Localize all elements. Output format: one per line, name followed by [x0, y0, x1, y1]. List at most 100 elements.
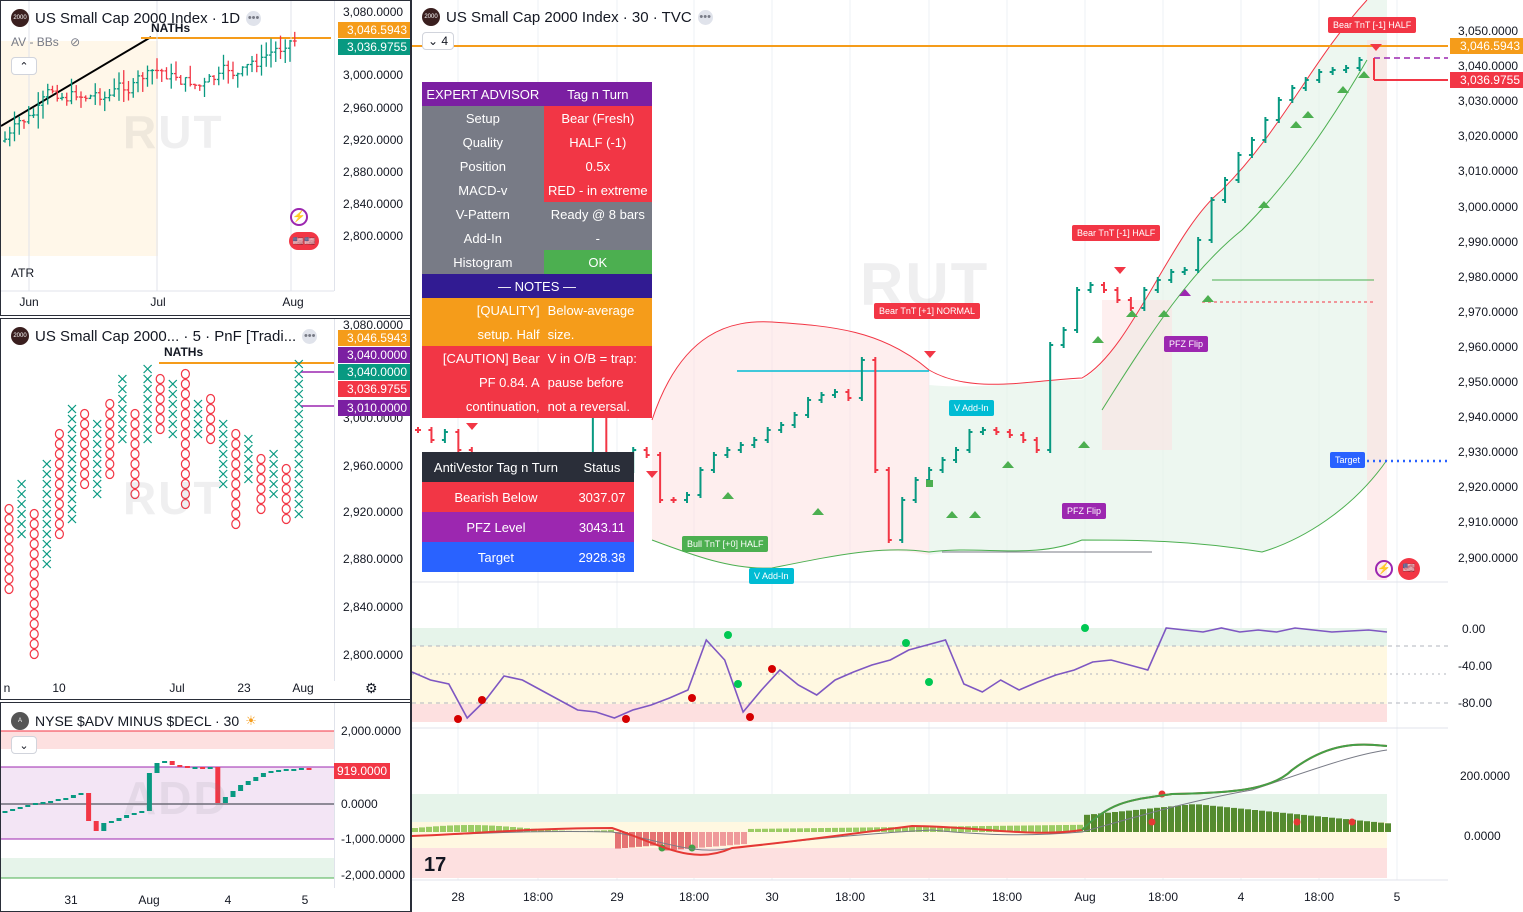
histogram-bar — [622, 832, 628, 848]
pnf-x-box — [168, 379, 178, 389]
pnf-x-box — [42, 549, 52, 559]
more-options-icon[interactable]: ••• — [697, 9, 713, 25]
chevron-down-icon: ⌄ — [427, 34, 439, 48]
collapse-indicators-button[interactable]: ⌃ — [11, 57, 37, 75]
pnf-x-box — [42, 519, 52, 529]
pnf-x-box — [143, 414, 153, 424]
ea-note-left: continuation, — [422, 394, 544, 418]
ea-note-right: not a reversal. — [543, 394, 652, 418]
pnf-x-box — [168, 419, 178, 429]
pnf-o-box — [105, 438, 115, 450]
pnf-o-box — [130, 448, 140, 460]
histogram-bar — [1105, 812, 1111, 832]
pnf-x-box — [17, 489, 27, 499]
alert-icon[interactable]: ⚡ — [290, 208, 308, 226]
add-candles — [2, 761, 312, 831]
pnf-o-box — [4, 583, 14, 595]
indicators-collapse-button[interactable]: ⌄ 4 — [422, 32, 454, 50]
add-candle — [306, 768, 312, 770]
daily-y-label: 2,800.0000 — [343, 229, 404, 243]
pnf-o-box — [4, 573, 14, 585]
pnf-o-box — [231, 518, 241, 530]
pnf-o-box — [54, 448, 65, 460]
histogram-bar — [790, 828, 796, 832]
histogram-bar — [419, 827, 425, 832]
histogram-bar — [412, 828, 418, 832]
settings-gear-icon[interactable]: ⚙ — [365, 680, 378, 696]
add-candle — [55, 799, 61, 801]
daily-chart-pane[interactable]: 2000 US Small Cap 2000 Index · 1D ••• AV… — [0, 0, 411, 316]
pnf-o-box — [54, 468, 65, 480]
flag-icon[interactable]: 🇺🇸 — [1398, 558, 1420, 580]
v-addin-marker[interactable]: V Add-In — [949, 400, 994, 416]
pnf-o-box — [79, 478, 90, 490]
pnf-o-box — [29, 578, 39, 590]
pnf-x-box — [92, 459, 102, 469]
pnf-x-box — [218, 449, 228, 459]
eye-hidden-icon[interactable]: ⊘ — [70, 35, 81, 49]
histogram-bar — [804, 828, 810, 832]
pnf-o-box — [105, 468, 115, 480]
add-chart-pane[interactable]: A NYSE $ADV MINUS $DECL · 30 ☀ ⌄ ADD 2,0… — [0, 702, 411, 912]
pnf-tag: 3,010.0000 — [338, 400, 410, 416]
daily-price-axis[interactable]: 3,080.0000 3,000.0000 2,960.0000 2,920.0000… — [334, 1, 410, 291]
pane-splitter[interactable] — [410, 0, 412, 912]
bear-signal-marker[interactable]: Bear TnT [-1] HALF — [1328, 17, 1417, 33]
histogram-bar — [1098, 813, 1104, 832]
pfz-flip-marker[interactable]: PFZ Flip — [1164, 336, 1209, 352]
pnf-o-box — [180, 468, 190, 480]
pnf-x-box — [143, 374, 153, 384]
pnf-x-box — [243, 474, 253, 484]
main-chart-pane[interactable]: 2000 US Small Cap 2000 Index · 30 · TVC … — [412, 0, 1523, 912]
add-value-axis[interactable] — [334, 703, 410, 888]
main-time-axis[interactable]: 28 18:00 29 18:00 30 18:00 31 18:00 Aug 18:00 4 18:… — [412, 884, 1448, 908]
more-options-icon[interactable]: ••• — [246, 10, 262, 26]
pnf-o-box — [54, 508, 65, 520]
daily-y-label: 2,880.0000 — [343, 165, 404, 179]
pnf-o-box — [256, 453, 266, 465]
main-price-axis[interactable]: 3,050.0000 3,040.0000 3,030.0000 3,020.0000… — [1448, 0, 1523, 582]
main-x-label: Aug — [1074, 890, 1096, 904]
add-y-label: 2,000.0000 — [341, 724, 402, 738]
osc-signal-dot — [925, 678, 933, 686]
pnf-o-box — [54, 498, 65, 510]
pnf-price-axis[interactable]: 3,080.0000 3,000.0000 2,960.0000 2,920.0000… — [334, 319, 410, 681]
osc-signal-dot — [768, 665, 776, 673]
v-addin-marker[interactable]: V Add-In — [749, 568, 794, 584]
bear-signal-marker[interactable]: Bear TnT [+1] NORMAL — [874, 303, 980, 319]
ea-label: Add-In — [422, 226, 544, 250]
collapse-indicators-button[interactable]: ⌄ — [11, 736, 37, 754]
more-options-icon[interactable]: ••• — [302, 328, 318, 344]
pnf-x-box — [243, 434, 253, 444]
pnf-x-box — [218, 479, 228, 489]
bear-signal-marker[interactable]: Bear TnT [-1] HALF — [1072, 225, 1161, 241]
histogram-bar — [1252, 810, 1258, 832]
pnf-o-box — [180, 458, 190, 470]
ea-note-row: setup. Half size. — [422, 322, 652, 346]
histogram-bar — [1308, 815, 1314, 832]
ea-row: MACD-v RED - in extreme — [422, 178, 652, 202]
histogram-bar — [1182, 805, 1188, 832]
pnf-o-box — [29, 508, 39, 520]
bull-signal-marker[interactable]: Bull TnT [+0] HALF — [682, 536, 769, 552]
add-candle — [184, 766, 190, 768]
alert-icon[interactable]: ⚡ — [1375, 560, 1393, 578]
pnf-y-label: 2,840.0000 — [343, 600, 404, 614]
ea-note-left: [QUALITY] — [422, 298, 544, 322]
daily-y-label: 2,840.0000 — [343, 197, 404, 211]
pnf-o-box — [155, 383, 165, 395]
target-marker[interactable]: Target — [1330, 452, 1366, 468]
watermark: RUT — [123, 106, 224, 158]
add-y-label: -2,000.0000 — [341, 868, 406, 882]
tradingview-logo-icon[interactable]: 17 — [424, 854, 447, 876]
pnf-x-box — [294, 479, 304, 489]
flag-icon[interactable]: 🇺🇸🇺🇸 — [289, 232, 319, 250]
pnf-x-box — [168, 429, 178, 439]
pfz-flip-marker[interactable]: PFZ Flip — [1062, 503, 1107, 519]
daily-y-label: 3,000.0000 — [343, 68, 404, 82]
ea-note-right: Below-average — [543, 298, 652, 322]
histogram-bar — [1063, 824, 1069, 832]
histogram-bar — [1007, 825, 1013, 832]
pnf-chart-pane[interactable]: 2000 US Small Cap 2000... · 5 · PnF [Tra… — [0, 318, 411, 700]
